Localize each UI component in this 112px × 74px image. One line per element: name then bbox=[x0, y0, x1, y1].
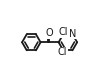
Text: O: O bbox=[46, 28, 53, 38]
Text: Cl: Cl bbox=[59, 27, 68, 37]
Text: Cl: Cl bbox=[58, 48, 67, 57]
Text: N: N bbox=[69, 29, 77, 39]
